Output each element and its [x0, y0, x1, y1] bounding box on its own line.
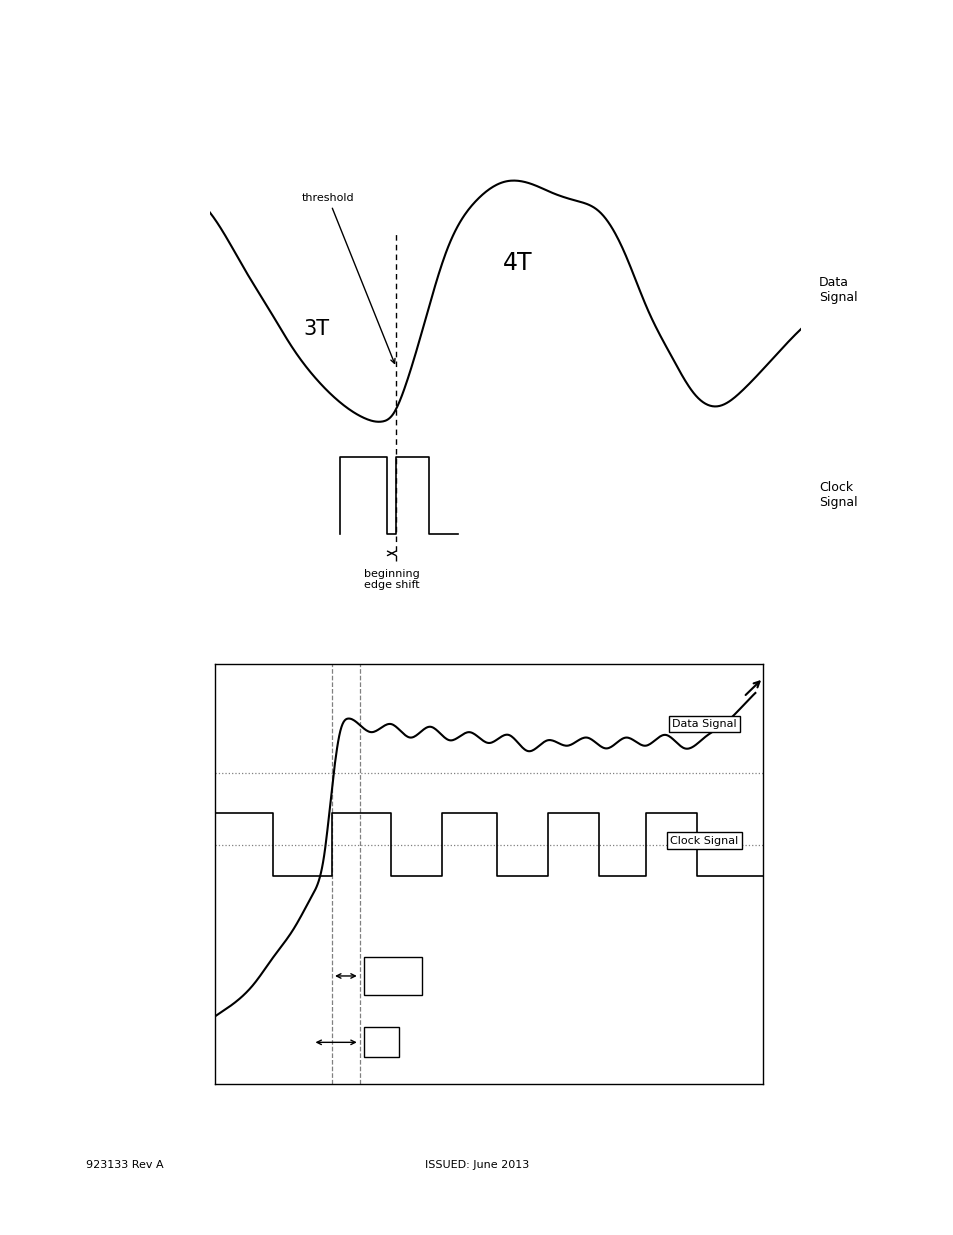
- Text: Clock
Signal: Clock Signal: [819, 482, 857, 509]
- Bar: [363, 1028, 398, 1057]
- Text: Data
Signal: Data Signal: [819, 275, 857, 304]
- Text: threshold: threshold: [301, 193, 395, 363]
- Text: beginning
edge shift: beginning edge shift: [363, 569, 419, 590]
- Text: Clock Signal: Clock Signal: [670, 836, 738, 846]
- Bar: [363, 957, 422, 995]
- Text: Data Signal: Data Signal: [672, 719, 736, 729]
- Text: 923133 Rev A: 923133 Rev A: [86, 1160, 163, 1170]
- Text: 4T: 4T: [502, 251, 532, 275]
- Text: ISSUED: June 2013: ISSUED: June 2013: [424, 1160, 529, 1170]
- Text: 3T: 3T: [303, 319, 329, 338]
